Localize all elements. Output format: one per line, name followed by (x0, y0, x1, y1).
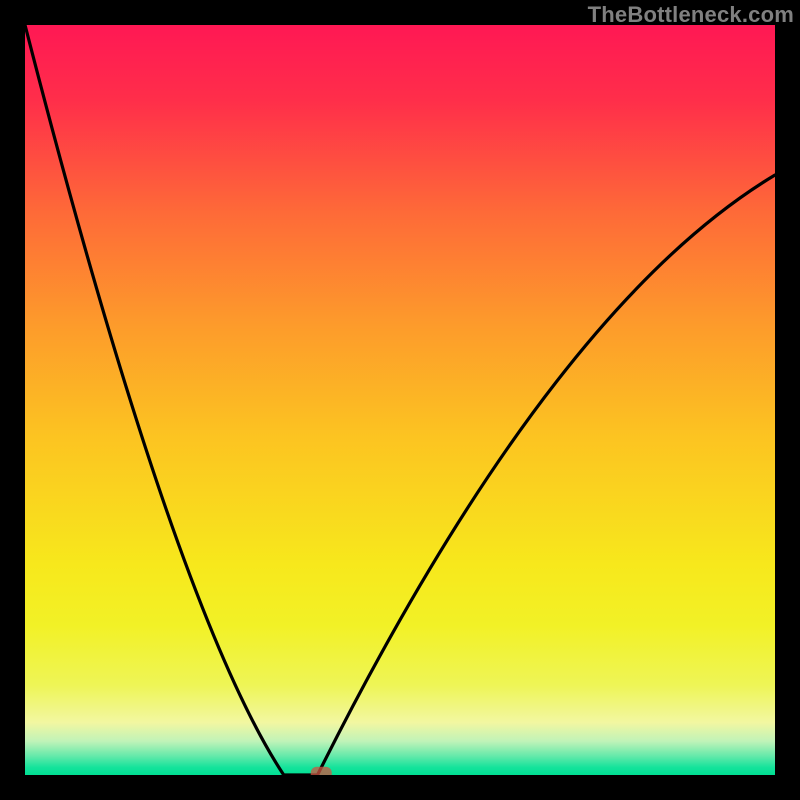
watermark-text: TheBottleneck.com (588, 2, 794, 28)
gradient-background (25, 25, 775, 775)
chart-svg (25, 25, 775, 775)
plot-area (25, 25, 775, 775)
chart-frame: TheBottleneck.com (0, 0, 800, 800)
min-marker (311, 767, 332, 775)
